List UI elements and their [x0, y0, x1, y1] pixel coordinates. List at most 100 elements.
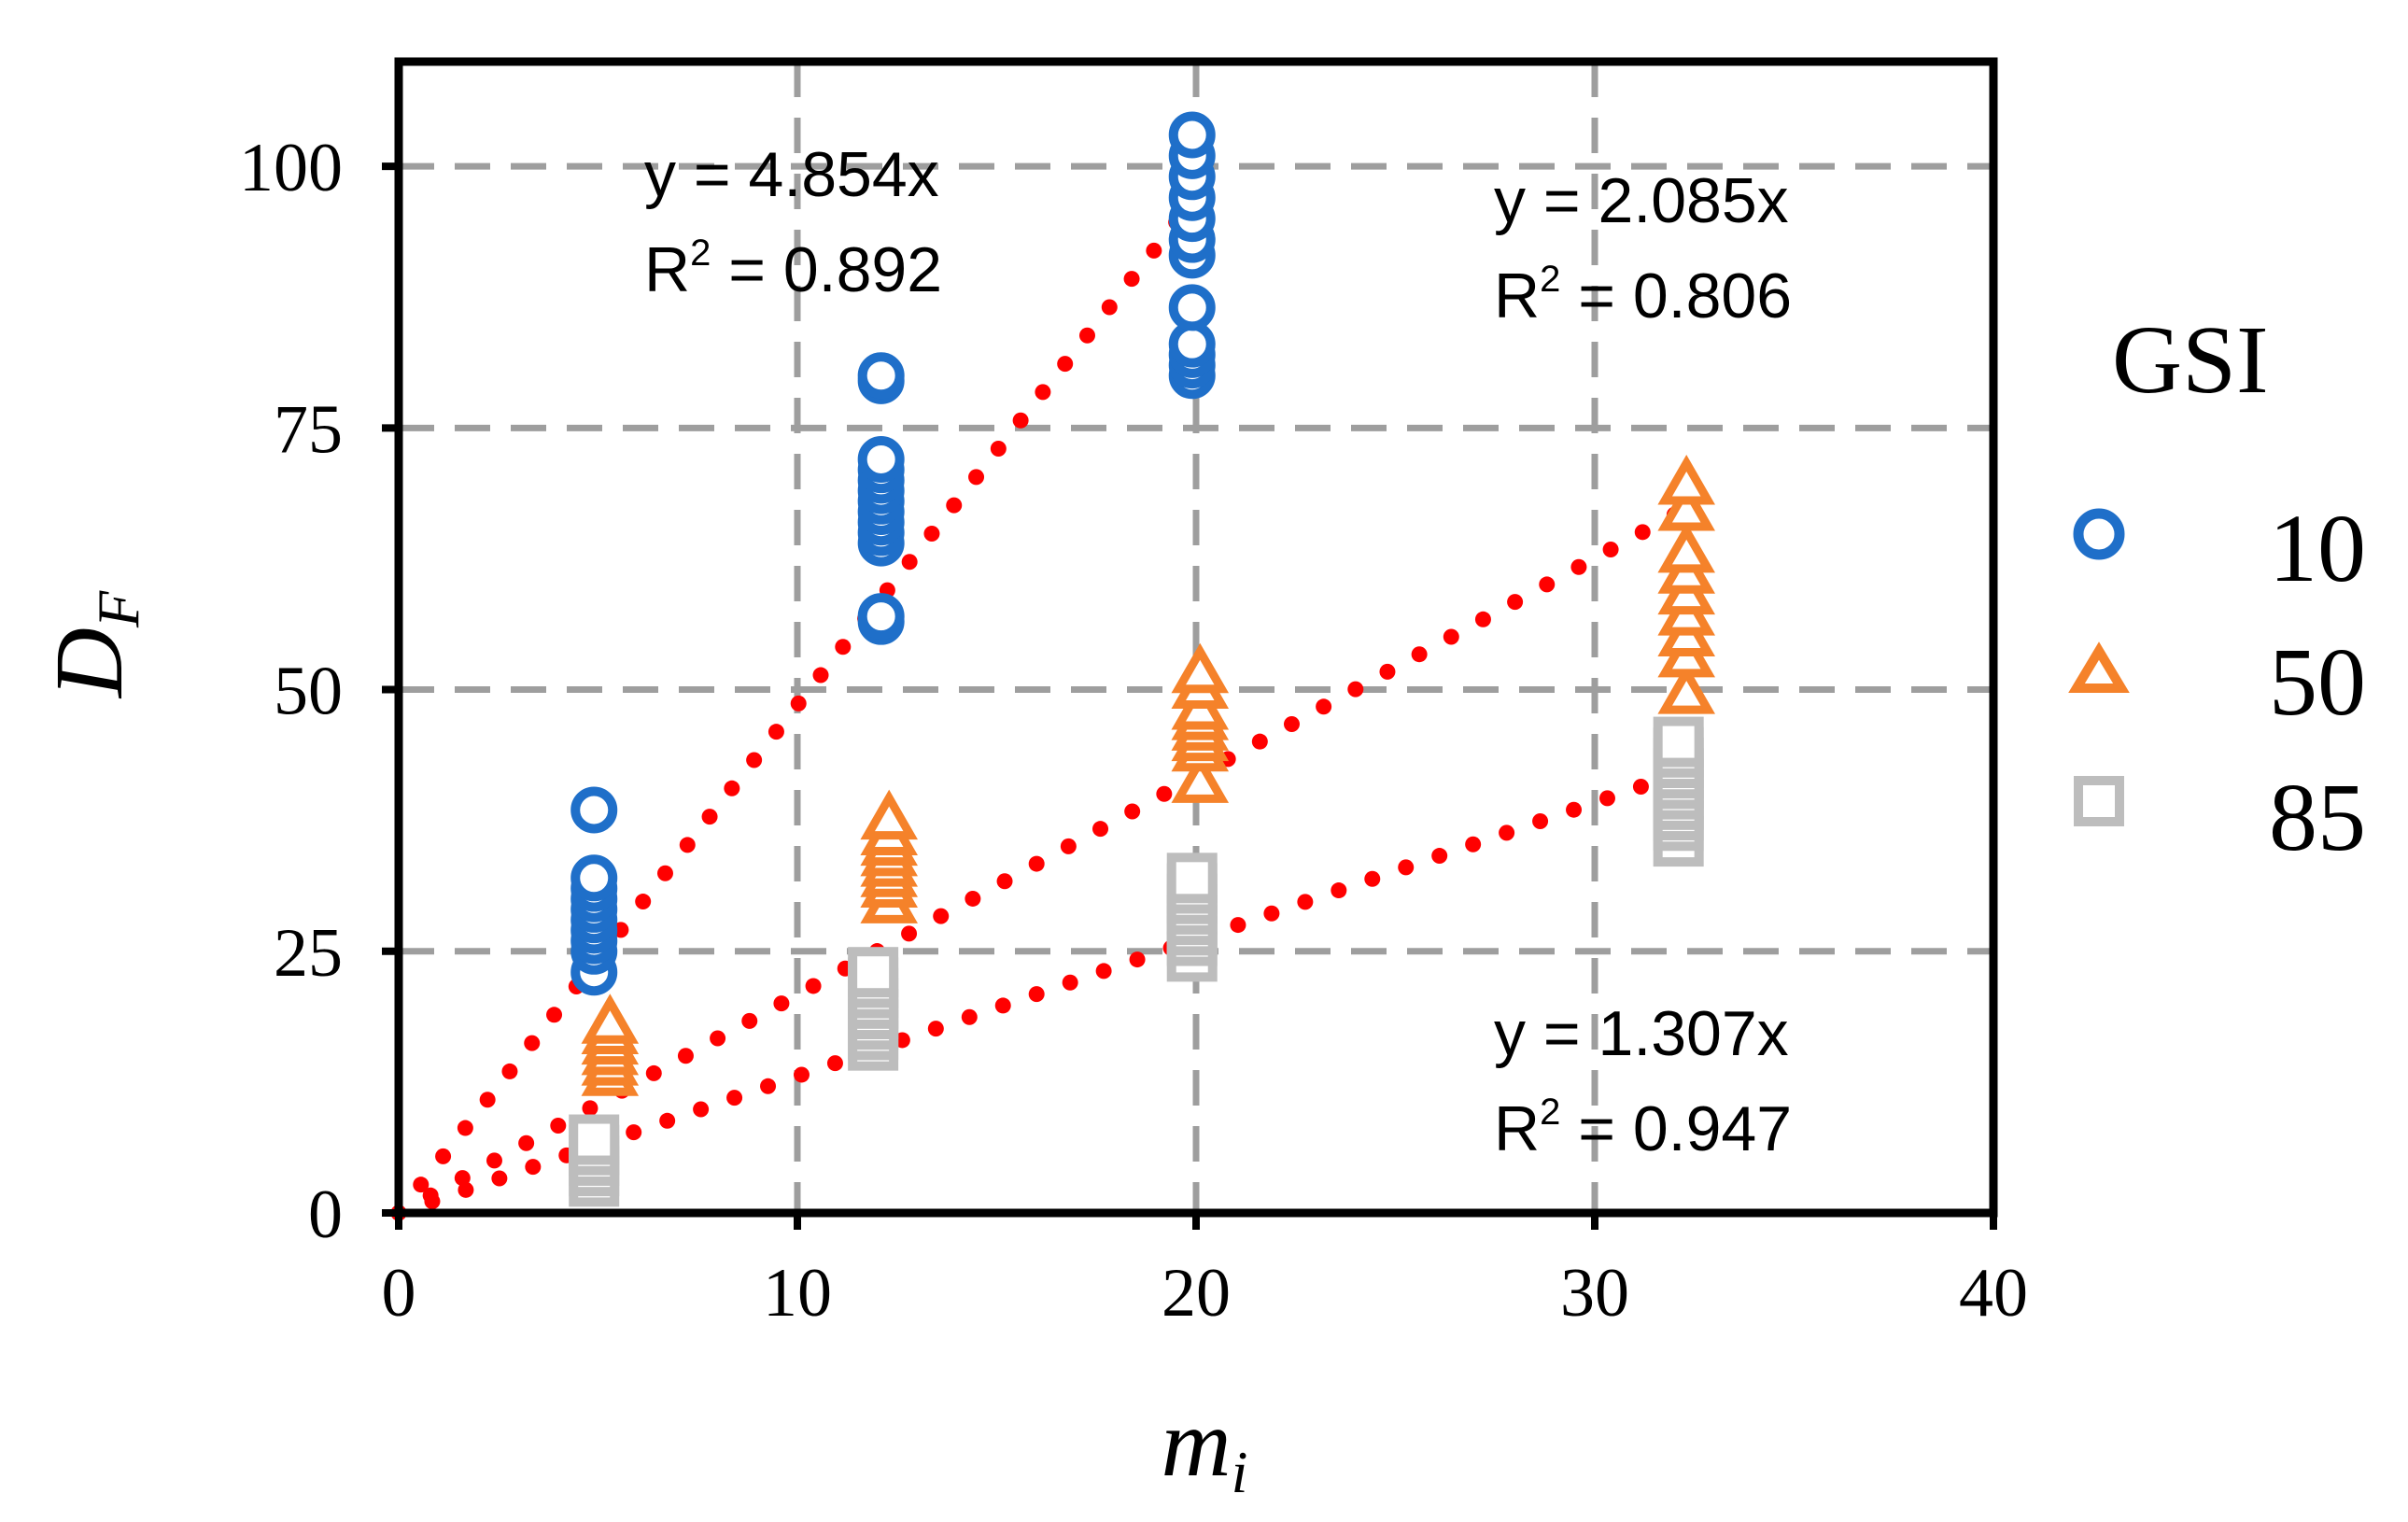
trendline-dot	[805, 978, 822, 994]
trendline-dot	[1443, 628, 1459, 645]
trendline-dot	[1035, 384, 1051, 401]
legend-marker-triangle-icon	[2068, 641, 2130, 693]
trendline-dot	[968, 469, 985, 486]
point-circle	[857, 435, 905, 483]
trendline-dot	[826, 1055, 843, 1072]
x-tick-label: 40	[1959, 1255, 2028, 1332]
x-axis-title: mi	[1162, 1389, 1248, 1505]
trendline-dot	[1101, 299, 1118, 316]
trendline-dot	[1092, 821, 1109, 838]
point-square	[1653, 716, 1704, 768]
point-circle	[1168, 320, 1216, 368]
series-gsi-10	[570, 111, 1216, 996]
point-triangle	[1171, 753, 1230, 803]
trendline-dot	[1532, 813, 1549, 830]
legend: GSI 10 50 85	[2068, 306, 2366, 871]
trendline-dot	[1060, 838, 1077, 854]
point-triangle	[1171, 642, 1230, 694]
series-gsi-50	[581, 454, 1715, 1096]
trendline-dot	[1507, 594, 1524, 611]
x-axis-title-main: m	[1162, 1389, 1232, 1497]
point-triangle	[581, 994, 640, 1044]
y-tick-label: 75	[274, 391, 343, 468]
trendline-dot	[1230, 917, 1246, 934]
equation-gsi-50-line: y = 2.085x	[1494, 165, 1789, 236]
trendline-dot	[626, 1124, 642, 1141]
trendline-dot	[1331, 882, 1347, 899]
point-circle	[1168, 284, 1216, 331]
trendline-dot	[1570, 558, 1587, 575]
trendline-dot	[679, 837, 696, 853]
trendline-dot	[1379, 663, 1396, 680]
legend-label-50: 50	[2269, 628, 2366, 736]
trendline-dot	[961, 1008, 978, 1025]
x-axis-ticks: 0 10 20 30 40	[382, 1213, 2028, 1332]
equation-gsi-10-r2: R2 = 0.892	[644, 233, 942, 305]
trendline-dot	[479, 1092, 496, 1108]
x-tick-label: 0	[382, 1255, 416, 1332]
trendline-dot	[1095, 963, 1112, 979]
trendline-dot	[457, 1120, 473, 1136]
point-square	[569, 1114, 620, 1165]
trendline-dot	[1347, 681, 1364, 698]
trendline-dot	[1124, 803, 1141, 820]
trendline-dot	[525, 1159, 542, 1176]
trendline-dot	[767, 724, 784, 740]
point-triangle	[860, 789, 918, 840]
trendline-dot	[1297, 894, 1314, 910]
legend-marker-circle-icon	[2073, 508, 2125, 560]
trendline-dot	[1146, 242, 1162, 259]
trendline-dot	[946, 497, 963, 514]
trendline-dot	[458, 1181, 474, 1198]
legend-label-85: 85	[2269, 764, 2366, 871]
trendline-dot	[901, 554, 918, 571]
trendline-dot	[1129, 951, 1146, 968]
trendline-dot	[1398, 859, 1415, 876]
trendline-dot	[1566, 801, 1583, 818]
trendline-dot	[1123, 271, 1140, 288]
trendline-dot	[726, 1090, 743, 1106]
point-circle	[857, 593, 905, 641]
trendline-dot	[710, 1030, 726, 1047]
point-circle	[857, 352, 905, 400]
trendline-dot	[927, 1021, 944, 1037]
trendline-dot	[486, 1152, 502, 1169]
equation-gsi-85-r2: R2 = 0.947	[1494, 1092, 1792, 1164]
trendline-dot	[1539, 576, 1556, 593]
equation-gsi-10-line: y = 4.854x	[644, 139, 939, 210]
trendline-dot	[1499, 824, 1515, 841]
trendline-dot	[760, 1078, 777, 1094]
y-axis-ticks: 0 25 50 75 100	[239, 130, 399, 1253]
trendline-dot	[435, 1148, 452, 1164]
trendline-dot	[1465, 836, 1482, 853]
y-tick-label: 50	[274, 654, 343, 730]
trendline-dot	[724, 780, 740, 796]
y-axis-title-subscript: F	[85, 590, 151, 628]
trendline-dot	[1251, 733, 1268, 750]
trendline-dot	[990, 441, 1007, 458]
trendline-dot	[546, 1007, 563, 1023]
trendline-dot	[518, 1134, 535, 1151]
trendline-dot	[1474, 611, 1491, 627]
trendline-dot	[659, 1112, 676, 1129]
trendline-dot	[550, 1118, 567, 1134]
trendline-dot	[1431, 848, 1448, 865]
trendline-dot	[741, 1012, 758, 1029]
legend-label-10: 10	[2269, 495, 2366, 602]
trendline-dot	[812, 667, 829, 683]
trendline-dot	[1156, 785, 1173, 802]
point-square	[1166, 853, 1218, 904]
point-circle	[570, 786, 618, 834]
trendline-dot	[994, 997, 1011, 1014]
equation-gsi-10: y = 4.854x R2 = 0.892	[644, 139, 942, 305]
point-square	[848, 947, 899, 998]
trendline-dot	[1316, 698, 1332, 715]
trendline-dot	[996, 873, 1013, 890]
trendline-dot	[746, 752, 763, 768]
trendline-dot	[923, 525, 940, 542]
trendline-dot	[933, 908, 950, 924]
trendline-dot	[1634, 524, 1651, 541]
x-tick-label: 20	[1162, 1255, 1231, 1332]
legend-title: GSI	[2112, 306, 2269, 414]
